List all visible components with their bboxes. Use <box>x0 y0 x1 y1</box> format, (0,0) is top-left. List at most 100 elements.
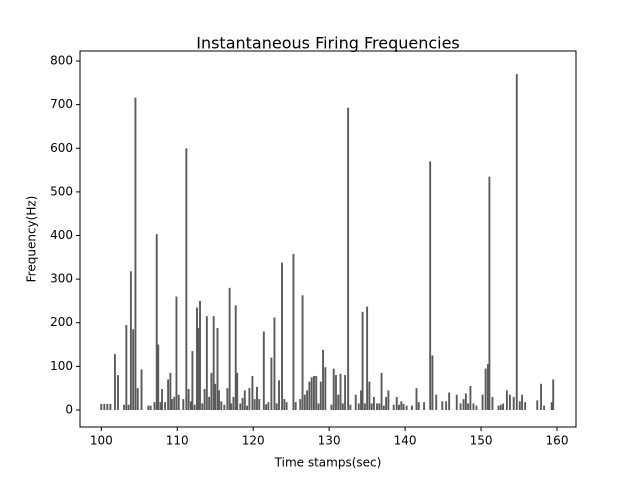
bar <box>248 388 251 410</box>
bar <box>220 401 223 410</box>
bar <box>246 405 249 410</box>
bar <box>491 396 494 410</box>
bar <box>214 383 217 410</box>
bar <box>462 399 465 410</box>
bar <box>140 369 143 410</box>
bar <box>505 390 508 410</box>
bar <box>488 176 491 410</box>
bar <box>197 327 200 410</box>
y-tick-label: 100 <box>50 359 73 373</box>
bar <box>109 403 112 410</box>
bar <box>382 405 385 410</box>
bar <box>508 394 511 410</box>
bar <box>354 394 357 410</box>
y-tick-label: 200 <box>50 315 73 329</box>
bar <box>472 403 475 410</box>
bar <box>301 295 304 410</box>
x-axis-label: Time stamps(sec) <box>274 456 382 470</box>
bar <box>253 399 256 410</box>
bar <box>475 405 478 410</box>
bar <box>265 404 268 410</box>
bar <box>100 403 103 410</box>
x-tick-label: 150 <box>470 434 493 448</box>
bar <box>226 388 229 410</box>
bar <box>380 372 383 410</box>
axes-frame <box>79 50 577 428</box>
bar <box>324 367 327 410</box>
bar <box>189 401 192 410</box>
bar <box>415 388 418 410</box>
bar <box>230 403 233 410</box>
bar <box>361 311 364 410</box>
bar <box>398 404 400 410</box>
bar <box>187 389 190 410</box>
bar <box>175 296 178 410</box>
bar <box>278 380 280 410</box>
bar <box>243 390 246 410</box>
bar <box>239 403 242 410</box>
bar <box>469 385 472 410</box>
bar <box>123 404 126 410</box>
bar <box>223 404 226 410</box>
bar <box>445 401 448 410</box>
bar <box>212 316 215 410</box>
bar <box>378 403 381 410</box>
bar <box>292 253 295 410</box>
bar <box>400 401 403 410</box>
bar <box>344 375 347 410</box>
x-tick-label: 160 <box>546 434 569 448</box>
bar <box>521 394 524 410</box>
bar <box>481 394 484 410</box>
bar <box>267 402 270 410</box>
y-tick-label: 600 <box>50 141 73 155</box>
bar <box>262 331 265 410</box>
bar <box>258 399 261 410</box>
bar <box>182 399 185 410</box>
bar <box>216 327 219 410</box>
bar <box>486 364 489 410</box>
bar <box>218 390 220 410</box>
bar <box>540 383 543 410</box>
bar <box>170 399 173 410</box>
y-tick-label: 500 <box>50 184 73 198</box>
bar <box>339 373 342 410</box>
bar <box>385 396 388 410</box>
bar <box>322 349 325 410</box>
bar <box>431 355 434 410</box>
bar <box>550 402 553 410</box>
bar <box>332 368 335 410</box>
bar <box>157 344 160 410</box>
bar <box>283 399 286 410</box>
bar <box>203 389 206 410</box>
y-tick-label: 0 <box>65 402 73 416</box>
bar <box>161 389 163 410</box>
bar <box>134 97 137 410</box>
bar <box>373 396 375 410</box>
y-tick-label: 800 <box>50 54 73 68</box>
bar <box>518 401 521 410</box>
bar <box>402 403 405 410</box>
bar <box>270 357 273 410</box>
bar <box>303 394 306 410</box>
chart-title: Instantaneous Firing Frequencies <box>196 34 460 53</box>
bar <box>502 403 505 410</box>
y-tick-label: 700 <box>50 97 73 111</box>
bar <box>256 386 258 410</box>
bar <box>159 402 162 410</box>
bar <box>376 403 378 410</box>
bar <box>199 300 201 410</box>
bar <box>543 405 546 410</box>
bar <box>205 316 208 410</box>
bar <box>173 396 176 410</box>
bar <box>132 329 135 410</box>
bar <box>363 403 366 410</box>
bar <box>196 307 198 410</box>
bar <box>497 405 500 410</box>
bar <box>285 402 288 410</box>
bar <box>185 148 188 410</box>
bar <box>405 405 408 410</box>
bar <box>484 368 487 410</box>
bar <box>512 396 515 410</box>
bar <box>169 372 172 410</box>
